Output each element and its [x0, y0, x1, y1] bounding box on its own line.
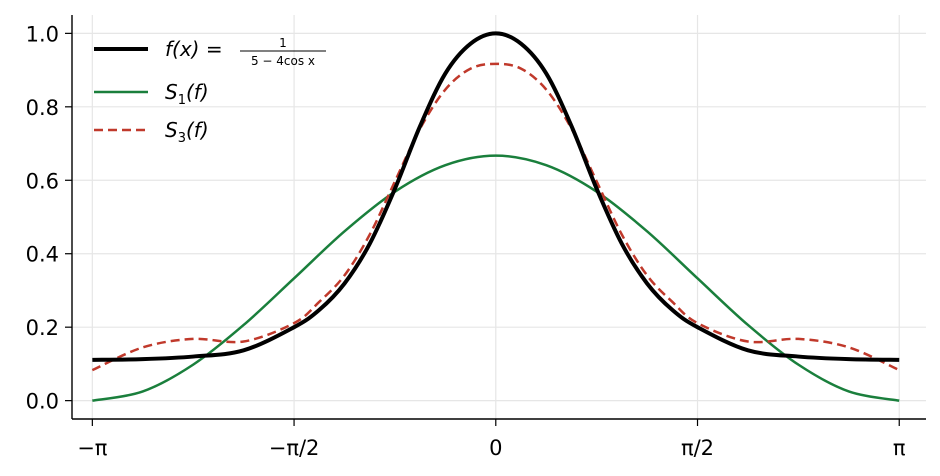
- y-tick-label-4: 0.8: [26, 96, 59, 120]
- x-tick-label-3: π/2: [681, 436, 714, 460]
- series-s1-line: [92, 154, 900, 402]
- y-tick-label-3: 0.6: [26, 169, 59, 193]
- legend-item-s3-label: S3(f): [165, 118, 209, 146]
- legend-item-s3: S3(f): [94, 118, 209, 146]
- legend: f(x) = 1 5 − 4cos x S1(f) S3(f): [94, 36, 326, 146]
- legend-item-f: f(x) = 1 5 − 4cos x: [94, 36, 326, 68]
- x-tick-label-0: −π: [77, 436, 108, 460]
- x-tick-label-2: 0: [489, 436, 502, 460]
- series-layer: [91, 31, 900, 402]
- y-tick-label-1: 0.2: [26, 316, 59, 340]
- x-tick-label-4: π: [893, 436, 906, 460]
- series-f-line: [92, 31, 900, 362]
- series-s3-line: [91, 62, 900, 372]
- grid: [72, 15, 926, 419]
- y-tick-label-2: 0.4: [26, 243, 59, 267]
- legend-item-s1: S1(f): [94, 80, 209, 108]
- legend-f-prefix: f(x) =: [165, 37, 223, 61]
- y-tick-label-0: 0.0: [26, 390, 59, 414]
- legend-item-s1-label: S1(f): [165, 80, 209, 108]
- legend-f-denominator: 5 − 4cos x: [251, 54, 315, 68]
- y-tick-label-5: 1.0: [26, 22, 59, 46]
- legend-f-numerator: 1: [279, 36, 287, 50]
- axes: [71, 15, 926, 420]
- ticks: −π −π/2 0 π/2 π 0.0 0.2 0.4 0.6 0.8 1.0: [26, 22, 906, 460]
- x-tick-label-1: −π/2: [269, 436, 320, 460]
